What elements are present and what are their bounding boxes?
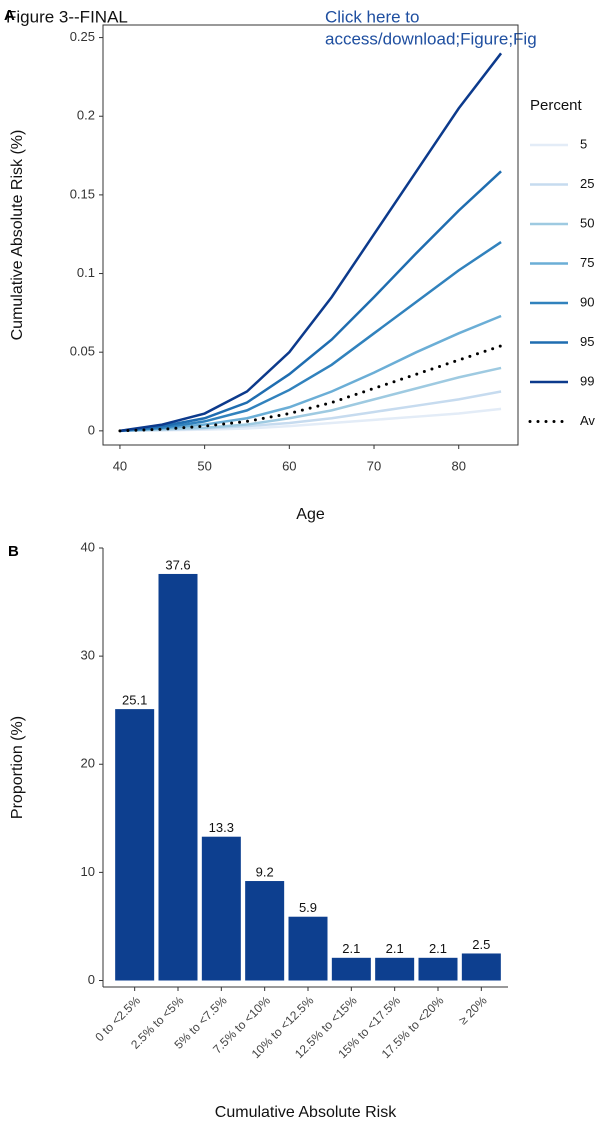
series-line xyxy=(119,241,502,433)
x-tick-label: 50 xyxy=(197,458,211,473)
y-tick-label: 0 xyxy=(88,422,95,437)
x-tick-label: 60 xyxy=(282,458,296,473)
y-tick-label: 0 xyxy=(88,972,95,987)
bar xyxy=(461,953,501,981)
legend-label: 99 xyxy=(580,373,594,388)
y-tick-label: 10 xyxy=(81,864,95,879)
bar xyxy=(375,957,415,981)
legend-label: 50 xyxy=(580,215,594,230)
x-tick-label: 70 xyxy=(367,458,381,473)
legend-label: 5 xyxy=(580,136,587,151)
legend-title: Percent xyxy=(530,97,583,114)
bar xyxy=(418,957,458,981)
series-line xyxy=(118,344,503,433)
y-tick-label: 20 xyxy=(81,756,95,771)
y-tick-label: 40 xyxy=(81,539,95,554)
y-tick-label: 0.15 xyxy=(70,186,95,201)
data-label: 2.1 xyxy=(342,941,360,956)
data-label: 2.1 xyxy=(429,941,447,956)
y-tick-label: 0.05 xyxy=(70,344,95,359)
bar xyxy=(158,573,198,981)
legend-label: Av xyxy=(580,413,595,428)
x-tick-label: ≥ 20% xyxy=(456,993,490,1027)
data-label: 5.9 xyxy=(299,900,317,915)
y-tick-label: 0.2 xyxy=(77,108,95,123)
x-axis-label: Cumulative Absolute Risk xyxy=(215,1104,397,1121)
series-line xyxy=(119,170,502,433)
legend-label: 95 xyxy=(580,334,594,349)
panel-label: B xyxy=(8,543,19,560)
data-label: 25.1 xyxy=(122,693,147,708)
bar xyxy=(201,836,241,981)
data-label: 9.2 xyxy=(256,864,274,879)
legend-label: 75 xyxy=(580,255,594,270)
data-label: 2.1 xyxy=(386,941,404,956)
data-label: 37.6 xyxy=(165,557,190,572)
panel-label: A xyxy=(4,7,15,24)
figure-title: Figure 3--FINAL xyxy=(6,7,128,26)
data-label: 2.5 xyxy=(472,937,490,952)
bar xyxy=(245,881,285,981)
bar xyxy=(331,957,371,981)
bar xyxy=(288,916,328,981)
download-link[interactable]: Click here to xyxy=(325,7,419,26)
y-tick-label: 30 xyxy=(81,648,95,663)
x-tick-label: 80 xyxy=(451,458,465,473)
y-tick-label: 0.1 xyxy=(77,265,95,280)
plot-frame xyxy=(102,24,519,446)
data-label: 13.3 xyxy=(209,820,234,835)
series-line xyxy=(119,52,503,433)
y-axis-label: Cumulative Absolute Risk (%) xyxy=(9,130,26,341)
y-tick-label: 0.25 xyxy=(70,29,95,44)
x-axis-label: Age xyxy=(296,506,325,523)
y-axis-label: Proportion (%) xyxy=(9,716,26,819)
download-link[interactable]: access/download;Figure;Fig xyxy=(325,29,537,48)
x-tick-label: 40 xyxy=(113,458,127,473)
legend-label: 90 xyxy=(580,294,594,309)
legend-label: 25 xyxy=(580,176,594,191)
bar xyxy=(115,709,155,981)
